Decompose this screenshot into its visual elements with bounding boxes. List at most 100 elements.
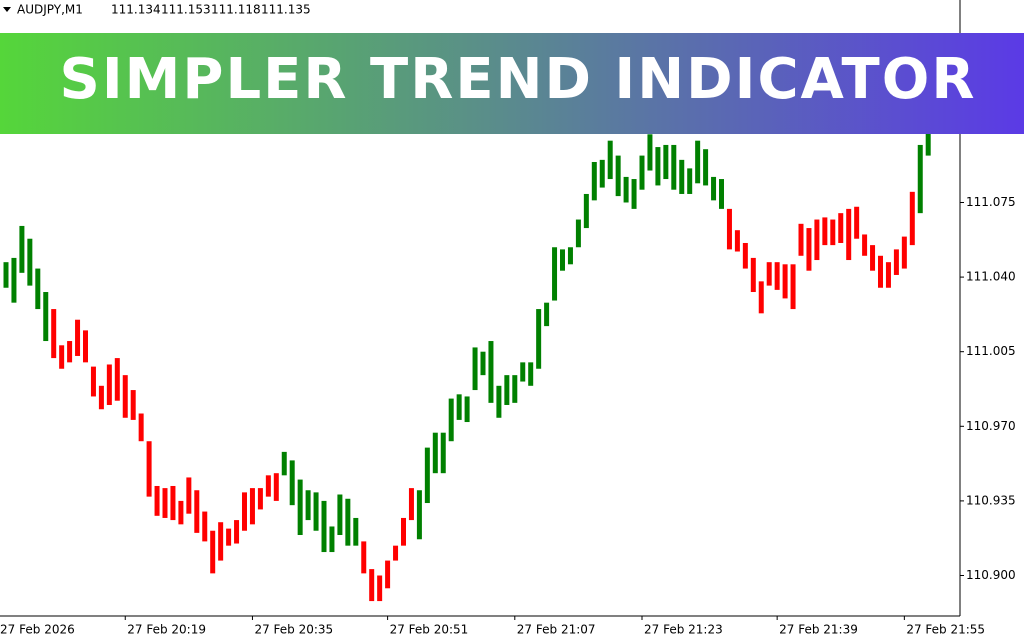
price-bar (130, 390, 136, 420)
price-bar (51, 309, 57, 359)
price-bar (289, 460, 295, 506)
price-bar (424, 447, 430, 504)
price-bar (257, 488, 263, 510)
price-bar (567, 247, 573, 265)
price-bar (234, 520, 240, 544)
price-bar (297, 479, 303, 536)
price-bar (11, 257, 17, 303)
price-bar (806, 228, 812, 271)
price-bar (90, 366, 96, 397)
price-bar (472, 347, 478, 391)
price-bar (154, 485, 160, 516)
price-bar (623, 176, 629, 203)
price-bar (59, 345, 65, 369)
header-arrow (3, 7, 11, 12)
y-tick-label: 111.075 (966, 195, 1016, 209)
ohlc-value: 111.134 (111, 3, 161, 17)
price-bar (345, 498, 351, 546)
price-bar (416, 490, 422, 540)
y-tick-label: 110.970 (966, 419, 1016, 433)
price-bar (138, 413, 144, 442)
price-bar (321, 500, 327, 553)
price-bar (440, 432, 446, 474)
price-bar (3, 262, 9, 288)
price-bar (369, 569, 375, 602)
price-bar (83, 330, 88, 363)
price-bar (385, 560, 391, 589)
x-tick-label: 27 Feb 20:19 (127, 623, 206, 637)
price-bar (329, 526, 335, 553)
price-bar (742, 242, 748, 269)
price-bar (734, 230, 740, 252)
price-bar (758, 281, 764, 314)
x-tick-label: 27 Feb 21:39 (779, 623, 858, 637)
price-bar (178, 500, 184, 525)
price-bar (106, 364, 112, 405)
price-bar (19, 225, 25, 273)
price-bar (480, 351, 486, 376)
price-bar (75, 319, 81, 356)
price-bar (361, 541, 367, 574)
price-bar (695, 140, 701, 184)
price-bar (878, 255, 883, 288)
price-bar (114, 358, 120, 401)
price-bar (353, 517, 359, 546)
price-bar (862, 234, 868, 256)
price-bar (591, 161, 597, 201)
price-bar (202, 511, 208, 542)
price-bar (719, 179, 724, 209)
price-bar (226, 528, 232, 546)
price-bar (504, 375, 510, 405)
price-bar (496, 385, 502, 418)
x-tick-label: 27 Feb 21:55 (906, 623, 985, 637)
price-bar (782, 264, 788, 299)
price-bar (552, 247, 558, 301)
price-bar (790, 264, 796, 310)
price-bar (750, 257, 756, 293)
ohlc-header: 111.134 111.153 111.118 111.135 (111, 3, 311, 17)
price-bar (854, 206, 860, 239)
price-bar (885, 262, 891, 288)
price-bar (122, 375, 128, 418)
price-bar (393, 545, 399, 561)
price-bar (893, 249, 899, 275)
price-bar (575, 219, 581, 248)
price-bar (663, 144, 669, 180)
x-tick-label: 27 Feb 20:35 (254, 623, 333, 637)
price-bar (512, 375, 518, 403)
price-bar (838, 213, 844, 243)
price-bar (35, 268, 41, 310)
y-tick-label: 111.040 (966, 270, 1016, 284)
price-bar (687, 168, 693, 194)
price-bar (917, 144, 923, 214)
price-bar (901, 236, 907, 269)
price-bar (544, 302, 550, 327)
price-bar (711, 176, 717, 201)
price-bar (703, 149, 709, 186)
price-bar (631, 179, 637, 209)
price-bar (560, 249, 565, 271)
price-bar (98, 385, 104, 410)
price-bar (607, 140, 613, 180)
price-bar (281, 451, 287, 476)
price-bar (599, 159, 605, 188)
price-bar (528, 362, 534, 386)
price-bar (639, 155, 645, 190)
price-bar (186, 477, 192, 514)
price-bar (265, 475, 271, 497)
price-bar (456, 394, 462, 420)
price-bar (408, 488, 414, 521)
x-tick-label: 27 Feb 21:23 (644, 623, 723, 637)
price-bar (305, 490, 311, 521)
y-tick-label: 110.935 (966, 493, 1016, 507)
x-tick-label: 27 Feb 21:07 (517, 623, 596, 637)
price-bar (766, 262, 772, 286)
banner (0, 33, 1024, 134)
ohlc-value: 111.118 (211, 3, 261, 17)
price-bar (909, 191, 915, 246)
symbol-header: AUDJPY,M1 (17, 3, 83, 17)
price-bar (464, 396, 470, 423)
price-bar (432, 432, 438, 474)
price-bar (655, 147, 661, 186)
